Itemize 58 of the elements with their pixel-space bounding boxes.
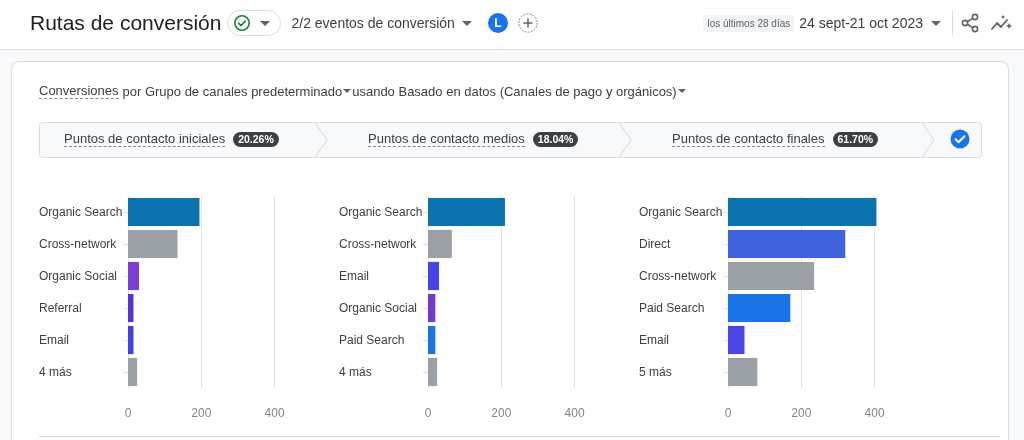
bar xyxy=(128,293,134,323)
chart-subtitle: 61.70% xyxy=(832,131,879,147)
bar xyxy=(428,261,439,291)
x-tick-label: 400 xyxy=(864,406,885,420)
text: 24 sept-21 oct 2023 xyxy=(799,15,923,31)
bar xyxy=(428,325,436,355)
chart-title: Puntos de contacto iniciales xyxy=(64,131,226,147)
text: Rutas de conversión xyxy=(30,11,222,35)
y-tick-label: Organic Search xyxy=(339,205,423,219)
x-tick-label: 400 xyxy=(264,406,285,420)
y-tick-label: Paid Search xyxy=(339,333,405,347)
chart-title: Puntos de contacto finales xyxy=(672,131,825,147)
text: usando Basado en datos (Canales de pago y orgánicos) xyxy=(352,83,677,99)
bar xyxy=(728,261,815,291)
chart-title: Puntos de contacto medios xyxy=(368,131,525,147)
text: los últimos 28 días xyxy=(703,14,795,32)
bar xyxy=(428,197,505,227)
text: Conversiones xyxy=(39,83,119,99)
bar xyxy=(428,229,452,259)
bar xyxy=(128,325,134,355)
bar xyxy=(728,197,877,227)
bar xyxy=(728,293,791,323)
bar xyxy=(128,261,139,291)
bar xyxy=(128,229,178,259)
y-tick-label: Cross-network xyxy=(339,237,418,251)
bar xyxy=(428,357,438,387)
bar xyxy=(128,357,138,387)
text: 2/2 eventos de conversión xyxy=(291,15,455,31)
chart-subtitle: 20.26% xyxy=(233,131,279,147)
y-tick-label: Cross-network xyxy=(39,237,118,251)
y-tick-label: Email xyxy=(39,333,70,347)
y-tick-label: Direct xyxy=(639,237,671,251)
y-tick-label: Cross-network xyxy=(639,269,718,283)
x-tick-label: 0 xyxy=(724,406,732,420)
bar xyxy=(728,229,846,259)
y-tick-label: Organic Social xyxy=(339,301,418,315)
y-tick-label: Organic Search xyxy=(39,205,123,219)
y-tick-label: Paid Search xyxy=(639,301,705,315)
y-tick-label: 4 más xyxy=(39,365,72,379)
y-tick-label: Email xyxy=(639,333,670,347)
x-tick-label: 0 xyxy=(124,406,132,420)
bar xyxy=(728,325,745,355)
y-tick-label: 4 más xyxy=(339,365,372,379)
y-tick-label: Email xyxy=(339,269,370,283)
bar xyxy=(428,293,436,323)
bar xyxy=(128,197,200,227)
bar xyxy=(728,357,758,387)
x-tick-label: 200 xyxy=(491,406,512,420)
x-tick-label: 200 xyxy=(791,406,812,420)
y-tick-label: Organic Social xyxy=(39,269,118,283)
x-tick-label: 0 xyxy=(424,406,432,420)
chart-subtitle: 18.04% xyxy=(532,131,579,147)
x-tick-label: 400 xyxy=(564,406,585,420)
x-tick-label: 200 xyxy=(191,406,212,420)
text: por Grupo de canales predeterminado xyxy=(122,83,343,99)
y-tick-label: Organic Search xyxy=(639,205,723,219)
y-tick-label: 5 más xyxy=(639,365,672,379)
y-tick-label: Referral xyxy=(39,301,82,315)
